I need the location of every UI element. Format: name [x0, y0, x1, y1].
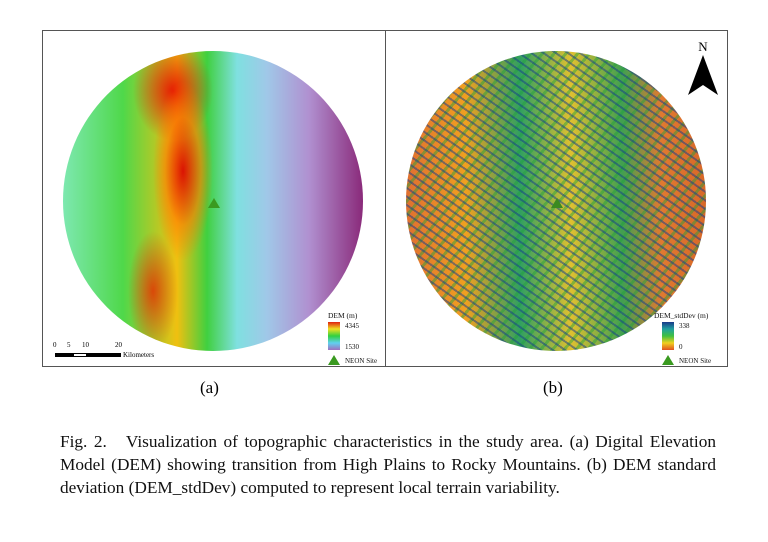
dem-legend: DEM (m) 4345 1530 NEON Site	[328, 311, 377, 365]
stddev-raster	[406, 51, 706, 351]
neon-site-legend-icon	[662, 355, 674, 365]
caption-prefix: Fig. 2.	[60, 432, 107, 451]
legend-min: 0	[679, 343, 683, 351]
legend-site-label: NEON Site	[345, 357, 378, 365]
subfigure-label-a: (a)	[200, 378, 219, 397]
legend-title: DEM (m)	[328, 311, 358, 320]
figure-caption: Fig. 2. Visualization of topographic cha…	[60, 430, 716, 499]
legend-min: 1530	[345, 343, 359, 351]
scale-tick: 10	[82, 341, 89, 349]
scale-tick: 5	[67, 341, 71, 349]
dem-color-ramp	[328, 322, 340, 350]
stddev-legend: DEM_stdDev (m) 338 0 NEON Site	[654, 311, 711, 365]
caption-text: Visualization of topographic characteris…	[60, 432, 716, 497]
north-arrow: N	[686, 39, 720, 100]
legend-site-label: NEON Site	[679, 357, 712, 365]
scale-unit: Kilometers	[123, 351, 155, 359]
scale-tick: 20	[115, 341, 122, 349]
legend-max: 4345	[345, 322, 359, 330]
scale-segment	[55, 353, 73, 357]
scale-tick: 0	[53, 341, 57, 349]
dem-raster	[63, 51, 363, 351]
legend-max: 338	[679, 322, 690, 330]
legend-title: DEM_stdDev (m)	[654, 311, 709, 320]
panel-a-dem-map: 0 5 10 20 Kilometers DEM (m) 4345 1530 N…	[42, 30, 386, 367]
neon-site-marker-icon	[208, 198, 220, 208]
north-arrow-icon	[688, 55, 718, 95]
subfigure-label-b: (b)	[543, 378, 563, 397]
panel-b-stddev-map: N DEM_stdDev (m) 338 0 NEON Site	[385, 30, 728, 367]
scale-segment	[87, 353, 121, 357]
neon-site-marker-icon	[551, 198, 563, 208]
neon-site-legend-icon	[328, 355, 340, 365]
stddev-color-ramp	[662, 322, 674, 350]
north-label: N	[698, 39, 708, 54]
scale-segment	[73, 353, 87, 357]
